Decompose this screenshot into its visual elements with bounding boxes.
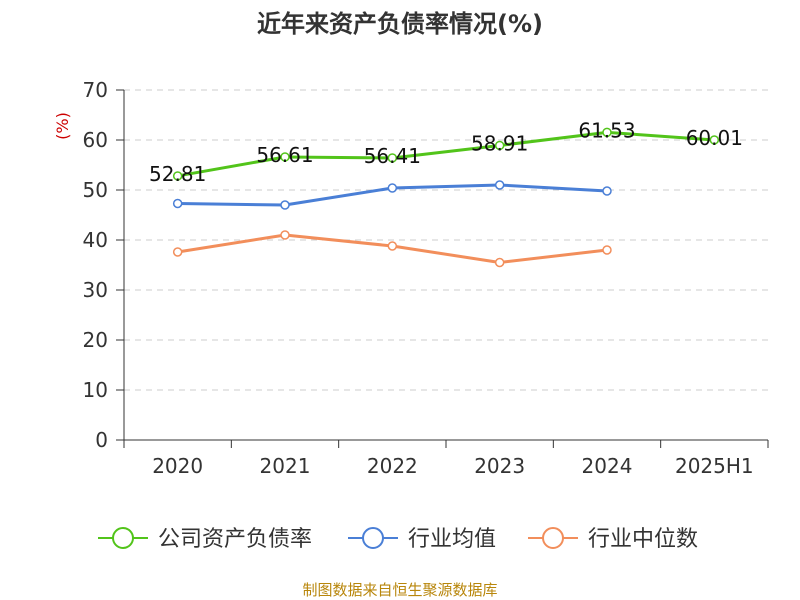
series-lines [172,127,720,268]
data-point [494,257,505,268]
y-tick-label: 30 [83,278,108,302]
y-tick-labels: 0 10 20 30 40 50 60 70 [83,78,108,452]
x-tick-labels: 2020 2021 2022 2023 2024 2025H1 [152,454,753,478]
data-point [280,200,290,210]
data-point [494,180,505,190]
data-point [602,127,612,138]
legend-item-1: 行业均值 [348,527,496,552]
x-tick-label: 2021 [260,454,311,478]
legend: 公司资产负债率 行业均值 行业中位数 [98,527,698,552]
y-tick-label: 60 [83,128,108,152]
legend-swatch-marker [112,527,134,549]
chart-title: 近年来资产负债率情况(%) [257,10,543,38]
y-tick-label: 50 [83,178,108,202]
x-tick-label: 2022 [367,454,418,478]
data-point [172,198,183,209]
data-point [387,241,398,251]
data-point [280,230,290,240]
data-point [387,183,398,193]
data-point [387,153,398,163]
x-tick-label: 2024 [582,454,633,478]
y-tick-label: 0 [95,428,108,452]
data-point [602,245,612,255]
legend-item-0: 公司资产负债率 [98,527,312,552]
data-label: 52.81 [149,162,206,186]
data-point [494,140,505,151]
legend-label: 公司资产负债率 [158,527,312,552]
y-axis-unit-label: (%) [53,112,72,140]
data-label: 58.91 [471,131,528,155]
y-tick-label: 40 [83,228,108,252]
legend-swatch-marker [542,527,564,549]
x-tick-label: 2025H1 [675,454,754,478]
series-line-0 [176,130,716,178]
y-tick-label: 70 [83,78,108,102]
x-tick-label: 2020 [152,454,203,478]
data-label: 61.53 [578,118,635,142]
data-label: 56.61 [256,143,313,167]
x-tick-label: 2023 [474,454,525,478]
data-point [172,171,183,181]
axes [116,89,769,448]
data-point [172,247,183,257]
y-tick-label: 20 [83,328,108,352]
grid-lines [124,89,768,391]
data-labels: 52.81 56.61 56.41 58.91 61.53 60.01 [149,118,743,186]
legend-label: 行业中位数 [588,527,698,552]
data-point [602,186,612,196]
source-footer: 制图数据来自恒生聚源数据库 [302,581,497,599]
y-tick-label: 10 [83,378,108,402]
legend-label: 行业均值 [408,527,496,552]
data-label: 56.41 [364,144,421,168]
legend-item-2: 行业中位数 [528,527,698,552]
legend-swatch-marker [362,527,384,549]
data-point [709,135,720,145]
data-point [280,152,290,162]
data-label: 60.01 [686,126,743,150]
